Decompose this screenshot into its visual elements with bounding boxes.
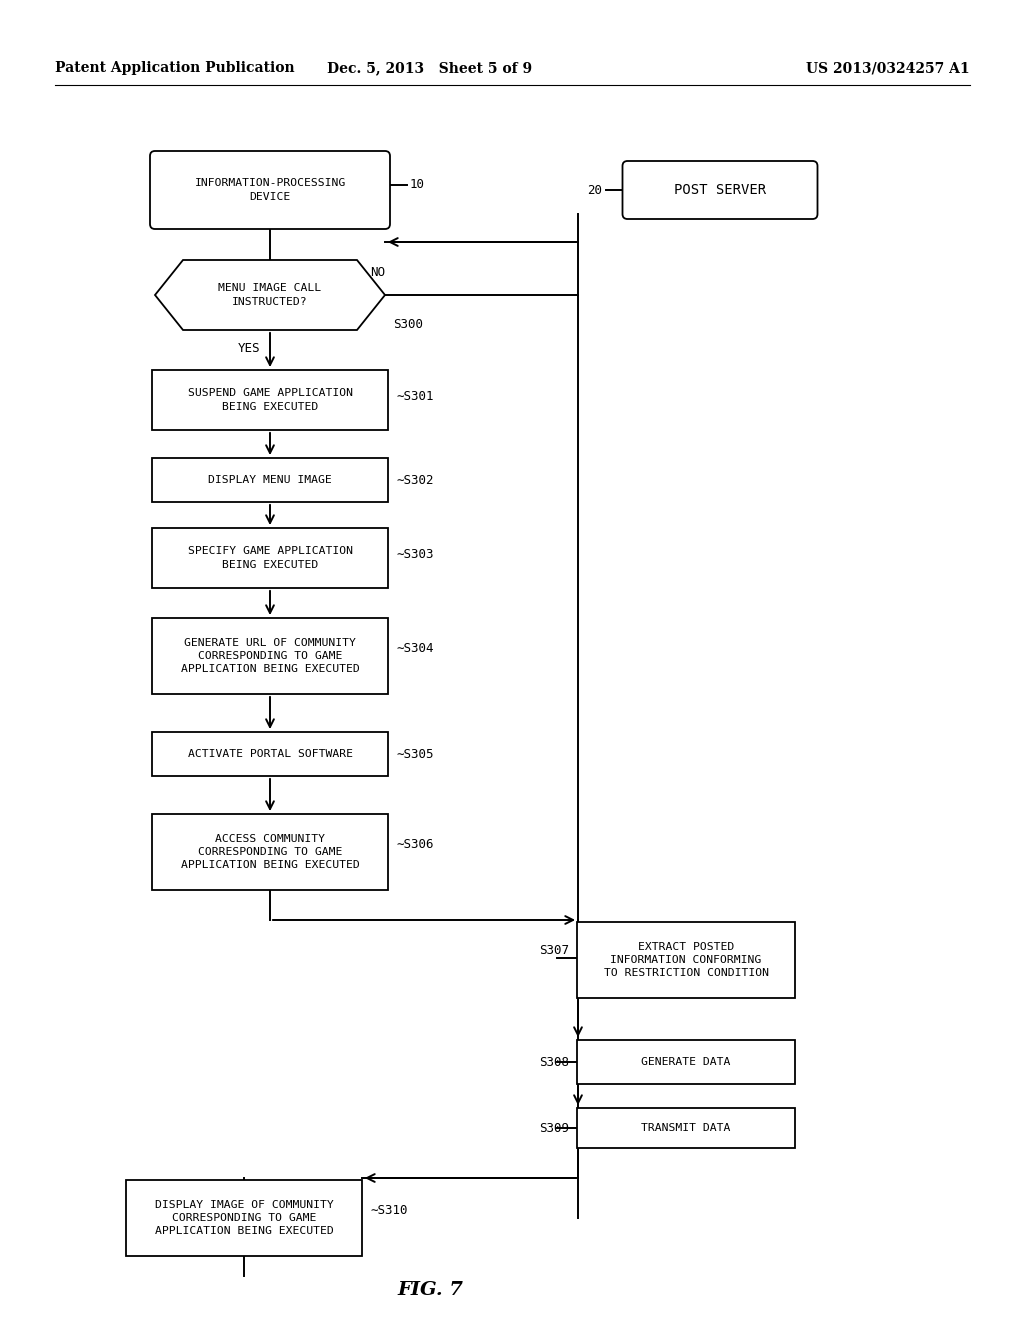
Text: DISPLAY IMAGE OF COMMUNITY
CORRESPONDING TO GAME
APPLICATION BEING EXECUTED: DISPLAY IMAGE OF COMMUNITY CORRESPONDING… (155, 1200, 334, 1237)
Bar (152, 370, 388, 430)
Bar (152, 814, 388, 890)
Bar (577, 1107, 795, 1148)
Text: GENERATE URL OF COMMUNITY
CORRESPONDING TO GAME
APPLICATION BEING EXECUTED: GENERATE URL OF COMMUNITY CORRESPONDING … (180, 638, 359, 675)
Text: Dec. 5, 2013   Sheet 5 of 9: Dec. 5, 2013 Sheet 5 of 9 (328, 61, 532, 75)
Text: ACTIVATE PORTAL SOFTWARE: ACTIVATE PORTAL SOFTWARE (187, 748, 352, 759)
Text: S308: S308 (539, 1056, 569, 1068)
Bar (152, 618, 388, 694)
Text: YES: YES (238, 342, 260, 355)
Text: ACCESS COMMUNITY
CORRESPONDING TO GAME
APPLICATION BEING EXECUTED: ACCESS COMMUNITY CORRESPONDING TO GAME A… (180, 834, 359, 870)
Text: SPECIFY GAME APPLICATION
BEING EXECUTED: SPECIFY GAME APPLICATION BEING EXECUTED (187, 546, 352, 570)
Text: INFORMATION-PROCESSING
DEVICE: INFORMATION-PROCESSING DEVICE (195, 178, 346, 202)
Text: 10: 10 (410, 178, 425, 191)
Text: FIG. 7: FIG. 7 (397, 1280, 463, 1299)
Text: ∼S302: ∼S302 (396, 474, 433, 487)
Bar (152, 528, 388, 587)
Text: ∼S301: ∼S301 (396, 389, 433, 403)
Text: ∼S305: ∼S305 (396, 747, 433, 760)
Text: ∼S310: ∼S310 (370, 1204, 408, 1217)
Text: TRANSMIT DATA: TRANSMIT DATA (641, 1123, 731, 1133)
FancyBboxPatch shape (623, 161, 817, 219)
Bar (152, 733, 388, 776)
Text: S309: S309 (539, 1122, 569, 1134)
Text: EXTRACT POSTED
INFORMATION CONFORMING
TO RESTRICTION CONDITION: EXTRACT POSTED INFORMATION CONFORMING TO… (603, 941, 768, 978)
Bar (577, 1040, 795, 1084)
Text: US 2013/0324257 A1: US 2013/0324257 A1 (806, 61, 970, 75)
Polygon shape (155, 260, 385, 330)
Text: DISPLAY MENU IMAGE: DISPLAY MENU IMAGE (208, 475, 332, 484)
Bar (152, 458, 388, 502)
Bar (577, 921, 795, 998)
Text: MENU IMAGE CALL
INSTRUCTED?: MENU IMAGE CALL INSTRUCTED? (218, 284, 322, 306)
Text: 20: 20 (588, 183, 602, 197)
Text: POST SERVER: POST SERVER (674, 183, 766, 197)
Bar (126, 1180, 362, 1257)
Text: GENERATE DATA: GENERATE DATA (641, 1057, 731, 1067)
Text: S300: S300 (393, 318, 423, 331)
Text: NO: NO (370, 267, 385, 280)
FancyBboxPatch shape (150, 150, 390, 228)
Text: ∼S304: ∼S304 (396, 642, 433, 655)
Text: ∼S303: ∼S303 (396, 548, 433, 561)
Text: Patent Application Publication: Patent Application Publication (55, 61, 295, 75)
Text: ∼S306: ∼S306 (396, 837, 433, 850)
Text: S307: S307 (539, 944, 569, 957)
Text: SUSPEND GAME APPLICATION
BEING EXECUTED: SUSPEND GAME APPLICATION BEING EXECUTED (187, 388, 352, 412)
